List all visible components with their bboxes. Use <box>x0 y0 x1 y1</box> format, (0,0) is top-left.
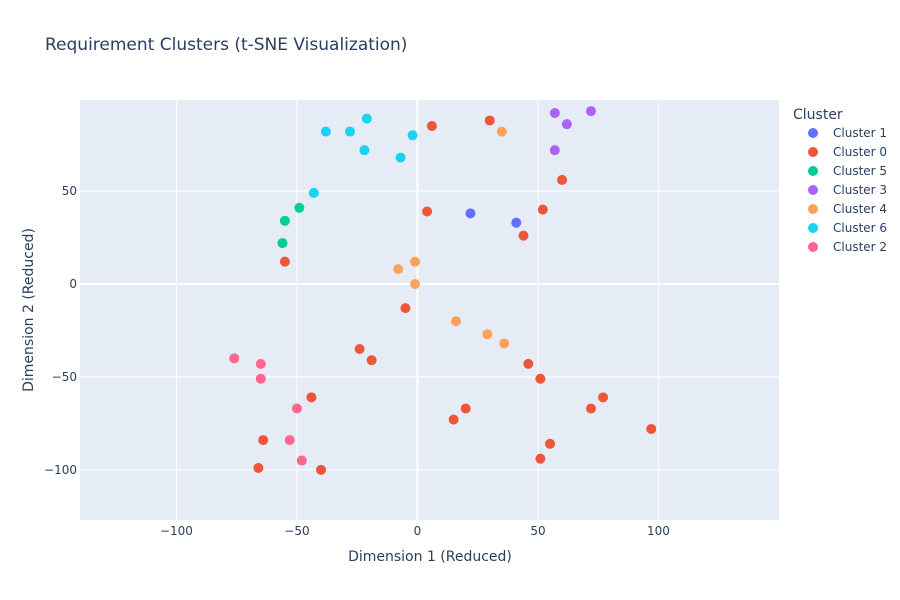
data-point[interactable] <box>537 204 548 215</box>
legend-marker[interactable] <box>808 185 818 195</box>
data-point[interactable] <box>395 152 406 163</box>
data-point[interactable] <box>465 208 476 219</box>
legend-title: Cluster <box>793 107 843 123</box>
data-point[interactable] <box>253 462 264 473</box>
data-point[interactable] <box>316 464 327 475</box>
legend-label[interactable]: Cluster 5 <box>833 164 887 178</box>
data-point[interactable] <box>426 121 437 132</box>
legend-marker[interactable] <box>808 128 818 138</box>
y-axis-title: Dimension 2 (Reduced) <box>21 228 37 392</box>
data-point[interactable] <box>410 278 421 289</box>
data-point[interactable] <box>451 316 462 327</box>
data-point[interactable] <box>279 256 290 267</box>
x-tick-label: −100 <box>160 524 193 538</box>
data-point[interactable] <box>296 455 307 466</box>
data-point[interactable] <box>255 373 266 384</box>
data-point[interactable] <box>400 303 411 314</box>
data-point[interactable] <box>545 438 556 449</box>
data-point[interactable] <box>518 230 529 241</box>
y-tick-labels: −100 −50 0 50 <box>44 184 77 477</box>
legend-label[interactable]: Cluster 4 <box>833 202 887 216</box>
data-point[interactable] <box>535 453 546 464</box>
data-point[interactable] <box>359 145 370 156</box>
data-point[interactable] <box>361 113 372 124</box>
data-point[interactable] <box>646 423 657 434</box>
x-axis-title: Dimension 1 (Reduced) <box>348 549 512 565</box>
data-point[interactable] <box>448 414 459 425</box>
legend-marker[interactable] <box>808 223 818 233</box>
legend-label[interactable]: Cluster 0 <box>833 145 887 159</box>
x-tick-label: −50 <box>284 524 309 538</box>
y-tick-label: 50 <box>62 184 77 198</box>
data-point[interactable] <box>585 403 596 414</box>
data-point[interactable] <box>255 358 266 369</box>
x-tick-label: 0 <box>414 524 422 538</box>
data-point[interactable] <box>306 392 317 403</box>
data-point[interactable] <box>407 130 418 141</box>
legend-marker[interactable] <box>808 204 818 214</box>
data-point[interactable] <box>354 344 365 355</box>
data-point[interactable] <box>366 355 377 366</box>
legend-label[interactable]: Cluster 6 <box>833 221 887 235</box>
data-point[interactable] <box>535 373 546 384</box>
legend-label[interactable]: Cluster 3 <box>833 183 887 197</box>
data-point[interactable] <box>460 403 471 414</box>
data-point[interactable] <box>320 126 331 137</box>
data-point[interactable] <box>410 256 421 267</box>
data-point[interactable] <box>277 238 288 249</box>
data-point[interactable] <box>561 119 572 130</box>
legend-label[interactable]: Cluster 1 <box>833 126 887 140</box>
x-tick-label: 100 <box>647 524 670 538</box>
data-point[interactable] <box>294 202 305 213</box>
data-point[interactable] <box>511 217 522 228</box>
legend-marker[interactable] <box>808 166 818 176</box>
y-tick-label: −50 <box>52 370 77 384</box>
x-tick-label: 50 <box>530 524 545 538</box>
legend-marker[interactable] <box>808 147 818 157</box>
plot-background <box>80 100 779 520</box>
data-point[interactable] <box>482 329 493 340</box>
y-tick-label: 0 <box>69 277 77 291</box>
data-point[interactable] <box>549 108 560 119</box>
y-tick-label: −100 <box>44 463 77 477</box>
data-point[interactable] <box>422 206 433 217</box>
data-point[interactable] <box>523 358 534 369</box>
legend-label[interactable]: Cluster 2 <box>833 240 887 254</box>
data-point[interactable] <box>557 174 568 185</box>
legend-items: Cluster 1 Cluster 0 Cluster 5 Cluster 3 Clus… <box>808 126 887 254</box>
data-point[interactable] <box>484 115 495 126</box>
data-point[interactable] <box>499 338 510 349</box>
data-point[interactable] <box>284 435 295 446</box>
data-point[interactable] <box>393 264 404 275</box>
legend-marker[interactable] <box>808 242 818 252</box>
x-tick-labels: −100 −50 0 50 100 <box>160 524 670 538</box>
data-points <box>229 106 657 475</box>
data-point[interactable] <box>549 145 560 156</box>
data-point[interactable] <box>279 215 290 226</box>
data-point[interactable] <box>291 403 302 414</box>
data-point[interactable] <box>258 435 269 446</box>
data-point[interactable] <box>344 126 355 137</box>
data-point[interactable] <box>585 106 596 117</box>
grid-lines <box>80 100 779 520</box>
chart-title: Requirement Clusters (t-SNE Visualizatio… <box>45 35 407 55</box>
data-point[interactable] <box>496 126 507 137</box>
data-point[interactable] <box>308 187 319 198</box>
data-point[interactable] <box>229 353 240 364</box>
data-point[interactable] <box>598 392 609 403</box>
